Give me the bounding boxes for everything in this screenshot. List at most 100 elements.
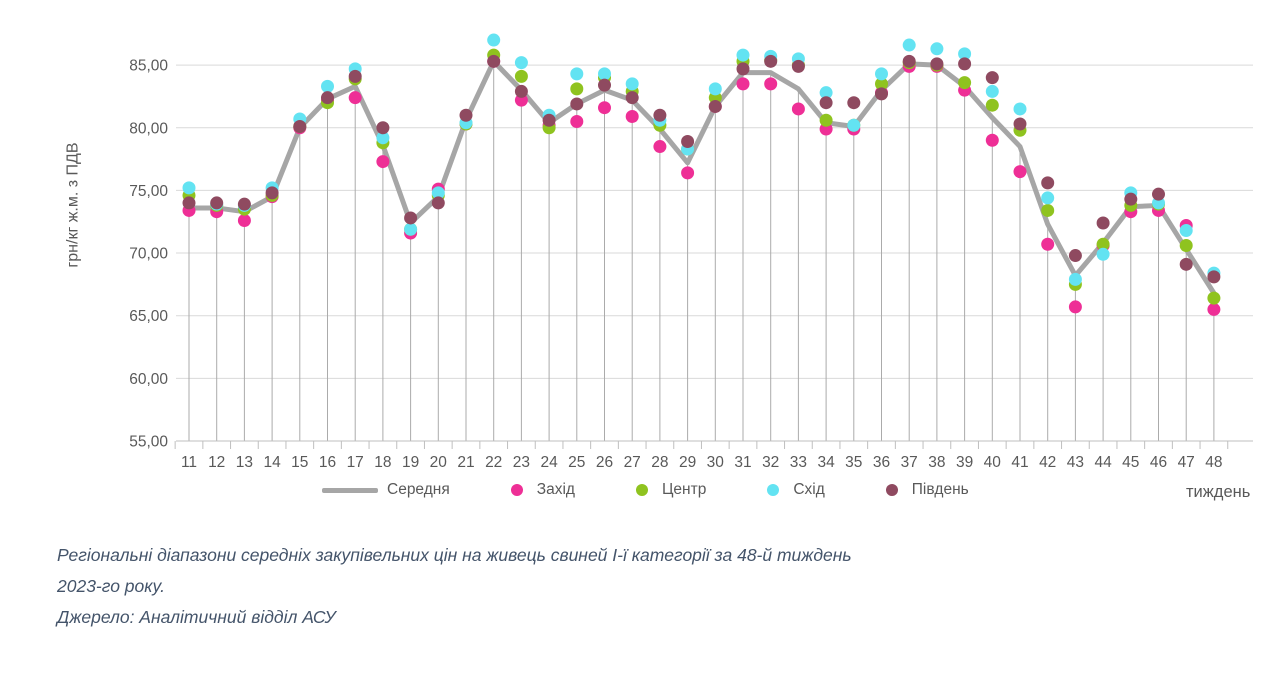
data-point xyxy=(376,121,390,135)
droplines xyxy=(188,61,1215,441)
figure-caption: Регіональні діапазони середніх закупівел… xyxy=(57,540,997,633)
x-tick-label: 11 xyxy=(181,454,197,471)
x-tick-label: 23 xyxy=(513,454,530,471)
series-centr xyxy=(182,48,1221,305)
x-tick-label: 38 xyxy=(928,454,945,471)
data-point xyxy=(708,99,722,113)
data-point xyxy=(819,96,833,110)
x-tick-label: 34 xyxy=(817,454,835,471)
data-point xyxy=(875,67,888,81)
x-axis-title: тиждень xyxy=(1186,483,1251,501)
data-point xyxy=(542,113,556,127)
data-point xyxy=(985,84,999,98)
data-point xyxy=(570,97,584,111)
data-point xyxy=(736,48,750,62)
legend-label: Схід xyxy=(793,481,825,498)
data-point xyxy=(598,78,611,92)
data-point xyxy=(237,197,251,211)
x-tick-label: 36 xyxy=(873,454,890,471)
x-tick-label: 37 xyxy=(901,454,918,471)
y-tick-label: 60,00 xyxy=(129,371,168,388)
x-tick-label: 20 xyxy=(430,454,448,471)
data-point xyxy=(1041,203,1055,217)
x-tick-label: 32 xyxy=(762,454,779,471)
x-tick-label: 42 xyxy=(1039,454,1056,471)
x-tick-label: 44 xyxy=(1094,454,1112,471)
data-point xyxy=(210,196,224,210)
data-point xyxy=(293,119,307,133)
x-tick-label: 35 xyxy=(845,454,862,471)
data-point xyxy=(404,222,418,236)
legend-label: Захід xyxy=(536,481,575,498)
legend-dot-swatch xyxy=(885,484,898,496)
data-point xyxy=(985,98,999,112)
data-point xyxy=(653,140,667,154)
data-point xyxy=(736,62,750,76)
x-tick-label: 15 xyxy=(291,454,308,471)
data-point xyxy=(1013,102,1027,116)
data-point xyxy=(847,118,861,132)
legend-line-swatch xyxy=(322,487,378,493)
data-point xyxy=(847,96,861,110)
data-point xyxy=(930,57,944,71)
data-point xyxy=(487,54,501,68)
data-point xyxy=(431,196,445,210)
data-point xyxy=(958,76,972,90)
legend-item-pivden: Південь xyxy=(872,481,969,499)
data-point xyxy=(321,91,334,105)
legend-label: Центр xyxy=(661,481,707,498)
data-point xyxy=(764,54,778,68)
data-point xyxy=(514,69,528,83)
data-point xyxy=(514,84,528,98)
data-point xyxy=(570,67,584,81)
x-tick-label: 26 xyxy=(596,454,613,471)
data-point xyxy=(1068,272,1082,286)
y-tick-label: 85,00 xyxy=(129,58,168,75)
data-point xyxy=(1068,300,1082,314)
data-point xyxy=(1124,192,1138,206)
data-point xyxy=(1041,191,1055,205)
caption-line-3: Джерело: Аналітичний відділ АСУ xyxy=(57,607,336,627)
data-point xyxy=(1207,291,1221,305)
data-point xyxy=(1096,216,1110,230)
data-point xyxy=(1096,237,1110,251)
x-axis xyxy=(174,440,1253,449)
x-tick-label: 39 xyxy=(956,454,973,471)
data-point xyxy=(321,79,334,93)
data-point xyxy=(819,113,833,127)
x-tick-label: 40 xyxy=(984,454,1002,471)
data-point xyxy=(598,101,611,115)
data-point xyxy=(708,82,722,96)
x-tick-label: 31 xyxy=(734,454,751,471)
data-point xyxy=(1041,237,1055,251)
data-point xyxy=(1013,117,1027,131)
data-point xyxy=(237,213,251,227)
data-point xyxy=(958,57,972,71)
data-point xyxy=(182,196,196,210)
data-point xyxy=(902,38,916,52)
x-tick-label: 43 xyxy=(1067,454,1084,471)
x-tick-label: 28 xyxy=(651,454,668,471)
x-tick-label: 46 xyxy=(1150,454,1167,471)
data-point xyxy=(1041,176,1055,190)
series-pivden xyxy=(182,54,1221,284)
x-tick-label: 21 xyxy=(457,454,474,471)
data-point xyxy=(265,186,279,200)
data-point xyxy=(404,211,418,225)
x-tick-label: 24 xyxy=(540,454,558,471)
y-axis-title-text: грн/кг ж.м. з ПДВ xyxy=(65,142,82,268)
y-tick-labels: 55,00 60,00 65,00 70,00 75,00 80,00 85,00 xyxy=(129,58,168,451)
legend-dot-swatch xyxy=(510,484,523,496)
chart-legend: Середня Захід Центр Схід Південь xyxy=(322,481,969,499)
legend-label: Південь xyxy=(911,481,969,498)
x-tick-label: 14 xyxy=(263,454,281,471)
x-tick-labels: 11 12 13 14 15 16 17 18 19 20 21 22 23 24 25 26 27 28 29 30… xyxy=(181,454,1223,471)
y-tick-label: 70,00 xyxy=(129,246,168,263)
legend-item-shid: Схід xyxy=(753,481,825,499)
data-point xyxy=(598,67,611,81)
legend-item-centr: Центр xyxy=(622,481,706,499)
data-point xyxy=(1013,165,1027,179)
x-tick-label: 27 xyxy=(624,454,641,471)
x-tick-label: 17 xyxy=(347,454,364,471)
